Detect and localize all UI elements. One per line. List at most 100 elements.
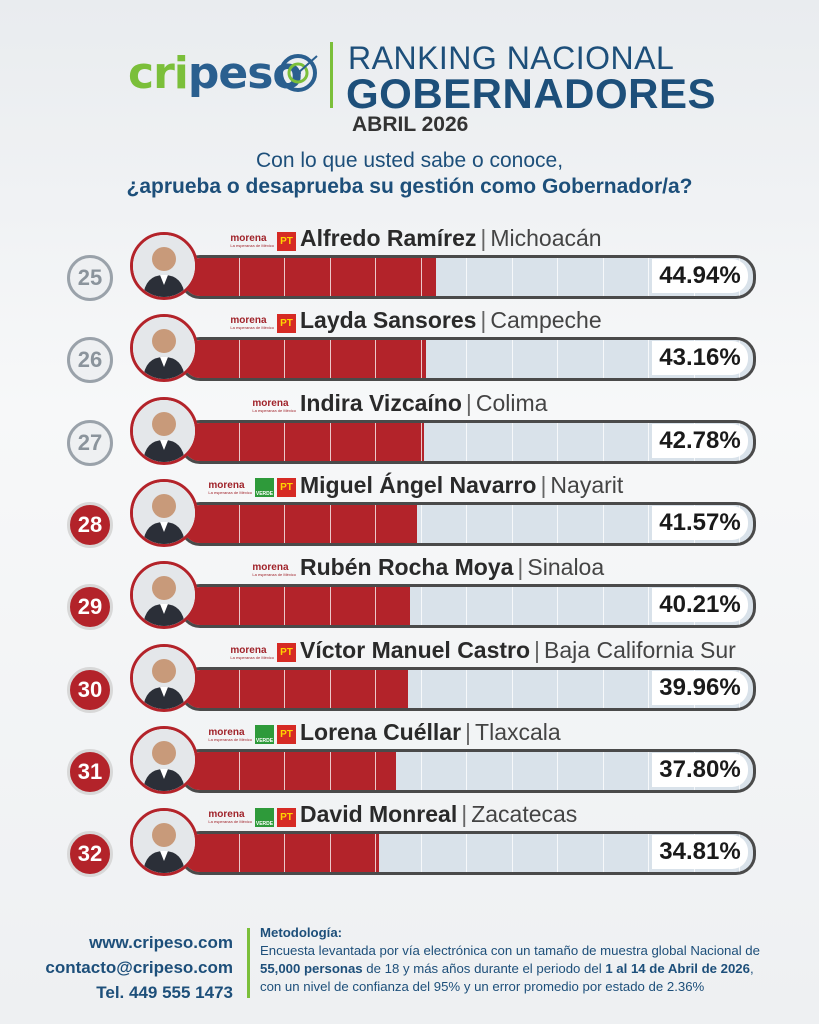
person-icon (133, 235, 195, 297)
governor-state: Baja California Sur (544, 636, 736, 663)
approval-percentage: 37.80% (652, 752, 748, 787)
person-icon (133, 399, 195, 462)
methodology-text1: Encuesta levantada por vía electrónica c… (260, 943, 760, 958)
bar-gridline (557, 587, 558, 626)
logo-part2: peso (187, 48, 303, 99)
bar-gridline (329, 504, 331, 543)
pt-logo: PT (277, 231, 296, 251)
bar-gridline (238, 422, 240, 461)
bar-gridline (375, 834, 376, 873)
pt-logo: PT (277, 478, 296, 498)
bar-gridline (602, 504, 604, 543)
governor-name: Víctor Manuel Castro (300, 636, 531, 663)
logo-part1: cri (128, 48, 189, 99)
person-icon (133, 481, 195, 544)
cripeso-logo: cripeso (128, 52, 303, 96)
methodology-text4: con un nivel de confianza del 95% y un e… (260, 979, 705, 994)
website-link[interactable]: www.cripeso.com (89, 933, 233, 952)
bar-gridline (511, 258, 513, 296)
bar-gridline (511, 587, 513, 626)
approval-bar-fill (183, 751, 397, 790)
bar-gridline (375, 258, 376, 296)
bar-gridline (375, 340, 376, 379)
bar-gridline (511, 340, 513, 379)
approval-bar-fill (183, 834, 380, 873)
bar-gridline (420, 669, 422, 708)
rank-badge: 29 (67, 584, 113, 631)
header-divider (330, 42, 333, 108)
methodology-text3: , (749, 961, 754, 976)
party-logos: morena La esperanza de México (252, 395, 296, 417)
party-logos: morena La esperanza de México VERDE PT (208, 477, 296, 499)
bar-gridline (420, 504, 422, 543)
header: cripeso RANKING NACIONAL GOBERNADORES AB… (0, 0, 819, 140)
bar-gridline (648, 504, 649, 543)
morena-logo: morena La esperanza de México (208, 726, 252, 742)
bar-gridline (420, 422, 422, 461)
bar-gridline (648, 587, 649, 626)
bar-gridline (557, 834, 558, 873)
governor-name: Rubén Rocha Moya (300, 554, 514, 581)
bar-gridline (284, 340, 285, 379)
bar-gridline (648, 258, 649, 296)
bar-gridline (557, 669, 558, 708)
bar-gridline (284, 834, 285, 873)
bar-gridline (329, 587, 331, 626)
ranking-row: 28 41.57% morena La esperanza de México VERD… (0, 469, 819, 553)
person-icon (133, 728, 195, 791)
bar-gridline (602, 340, 604, 379)
morena-logo-text: morena (208, 726, 245, 738)
bar-gridline (238, 258, 240, 296)
bar-gridline (284, 669, 285, 708)
bar-gridline (648, 340, 649, 379)
approval-bar-fill (183, 422, 425, 461)
governor-state: Nayarit (550, 471, 624, 498)
morena-logo-text: morena (208, 809, 245, 821)
governor-avatar (130, 232, 198, 300)
governor-label: Lorena Cuéllar | Tlaxcala (300, 719, 561, 746)
governor-label: Layda Sansores | Campeche (300, 307, 602, 334)
name-separator: | (517, 554, 524, 581)
morena-logo: morena La esperanza de México (230, 645, 274, 660)
bar-gridline (557, 751, 558, 790)
pt-logo: PT (277, 643, 296, 662)
pt-logo: PT (277, 807, 296, 827)
morena-logo-subtext: La esperanza de México (230, 243, 274, 248)
bar-gridline (420, 340, 422, 379)
morena-logo-subtext: La esperanza de México (252, 572, 296, 578)
governor-name: Layda Sansores (300, 307, 477, 334)
governor-avatar (130, 643, 198, 712)
governor-name: Lorena Cuéllar (300, 718, 462, 745)
party-logos: morena La esperanza de México VERDE PT (208, 724, 296, 746)
rank-badge: 27 (67, 419, 113, 466)
party-logos: morena La esperanza de México VERDE PT (208, 806, 296, 828)
bar-gridline (602, 587, 604, 626)
bar-gridline (602, 751, 604, 790)
pt-logo: PT (277, 725, 296, 745)
methodology-bold1: 55,000 personas (260, 961, 363, 976)
bar-gridline (375, 669, 376, 708)
email-link[interactable]: contacto@cripeso.com (45, 958, 233, 977)
party-logos: morena La esperanza de México (252, 559, 296, 581)
ranking-row: 30 39.96% morena La esperanza de México PT Ví… (0, 634, 819, 718)
ranking-row: 25 44.94% morena La esperanza de México PT Al… (0, 222, 819, 306)
morena-logo-subtext: La esperanza de México (208, 736, 252, 742)
governor-name: Indira Vizcaíno (300, 389, 462, 416)
approval-percentage: 40.21% (652, 588, 748, 623)
morena-logo-text: morena (252, 562, 289, 574)
name-separator: | (465, 389, 472, 416)
bar-gridline (466, 504, 467, 543)
rank-badge: 31 (67, 748, 113, 795)
bar-gridline (466, 340, 467, 379)
ranking-row: 31 37.80% morena La esperanza de México VERD… (0, 716, 819, 800)
rank-badge: 30 (67, 666, 113, 713)
target-icon (279, 54, 318, 92)
party-logos: morena La esperanza de México PT (230, 230, 296, 252)
morena-logo-subtext: La esperanza de México (230, 654, 274, 660)
governor-avatar (130, 478, 198, 547)
person-icon (133, 646, 195, 709)
bar-gridline (284, 422, 285, 461)
verde-logo: VERDE (255, 725, 274, 745)
bar-gridline (238, 669, 240, 708)
name-separator: | (480, 225, 487, 251)
